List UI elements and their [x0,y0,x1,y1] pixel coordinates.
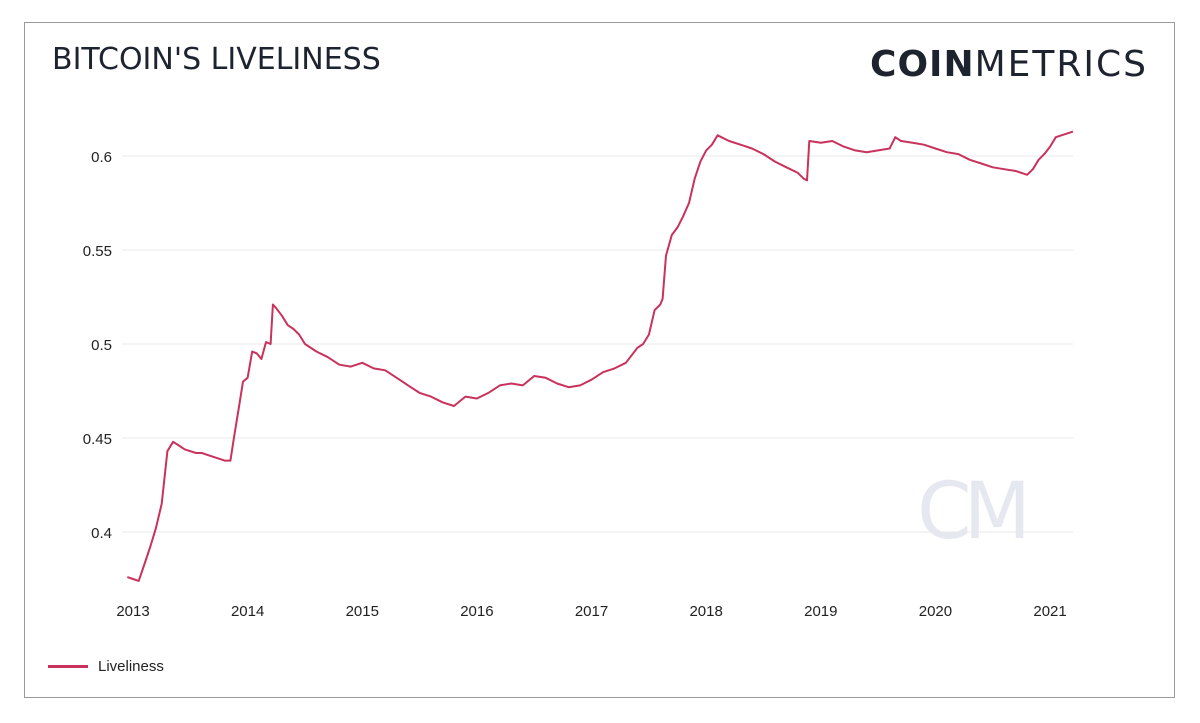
x-tick-label: 2015 [346,603,379,620]
chart-frame [24,22,1175,698]
y-tick-label: 0.55 [83,243,112,260]
brand-logo: COINMETRICS [870,44,1148,85]
brand-bold-text: COIN [870,44,975,85]
chart-title: BITCOIN'S LIVELINESS [52,42,381,77]
x-tick-label: 2017 [575,603,608,620]
watermark-text: CM [917,467,1023,557]
legend-swatch [48,665,88,668]
series-line-liveliness [126,130,1074,582]
y-tick-label: 0.5 [91,337,112,354]
watermark-logo: CM [917,467,1031,557]
y-tick-label: 0.45 [83,431,112,448]
legend[interactable]: Liveliness [48,658,164,675]
grid-lines [122,155,1073,533]
series-group [126,130,1074,582]
x-tick-label: 2014 [231,603,264,620]
x-tick-label: 2016 [460,603,493,620]
y-axis-ticks: 0.4 0.45 0.5 0.55 0.6 [83,149,112,542]
x-tick-label: 2018 [689,603,722,620]
x-tick-label: 2013 [116,603,149,620]
x-axis-ticks: 2013 2014 2015 2016 2017 2018 2019 2020 2021 [116,603,1066,620]
legend-label: Liveliness [98,658,164,675]
x-tick-label: 2020 [919,603,952,620]
y-tick-label: 0.6 [91,149,112,166]
x-tick-label: 2021 [1033,603,1066,620]
y-tick-label: 0.4 [91,525,112,542]
brand-light-text: METRICS [974,44,1148,85]
x-tick-label: 2019 [804,603,837,620]
